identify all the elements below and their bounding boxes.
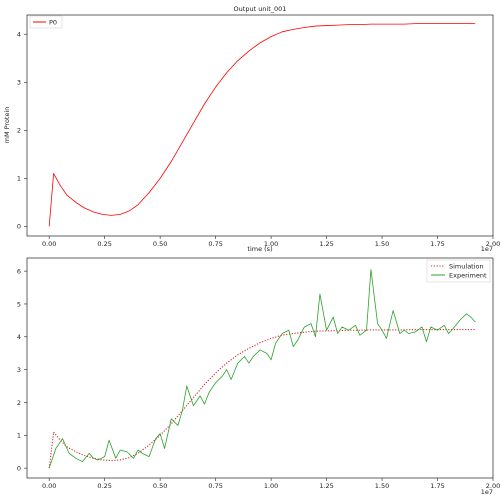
bottom-x-tick-label: 2.00 xyxy=(486,482,500,490)
bottom-axis-ticks: 0.00 0.25 0.50 0.75 1.00 1.25 1.50 1.75 2.00 0 1 2 3… xyxy=(17,267,500,490)
top-series-line-p0 xyxy=(48,23,476,227)
bottom-legend-label-simulation: Simulation xyxy=(449,263,484,271)
top-panel: Output unit_001 0.00 0.25 0.50 0.75 1.00 1.25… xyxy=(3,5,500,253)
bottom-y-tick-label: 0 xyxy=(17,464,21,472)
top-axis-ticks: 0.00 0.25 0.50 0.75 1.00 1.25 1.50 1.75 2.00 0 1 2 3… xyxy=(17,31,500,248)
bottom-series-lines xyxy=(48,269,476,469)
top-y-tick-label: 3 xyxy=(17,79,21,87)
bottom-plot-frame xyxy=(26,257,494,479)
top-x-tick-label: 1.50 xyxy=(375,240,389,248)
bottom-y-tick-label: 2 xyxy=(17,399,21,407)
bottom-x-tick-label: 0.50 xyxy=(153,482,167,490)
bottom-y-tick-label: 4 xyxy=(17,333,21,341)
top-x-tick-label: 1.75 xyxy=(430,240,444,248)
top-y-tick-label: 1 xyxy=(17,175,21,183)
top-y-tick-label: 2 xyxy=(17,127,21,135)
bottom-y-tick-label: 5 xyxy=(17,300,21,308)
bottom-y-tick-label: 3 xyxy=(17,366,21,374)
top-legend-label-p0: P0 xyxy=(49,19,57,27)
bottom-x-tick-label: 0.75 xyxy=(208,482,222,490)
bottom-x-tick-label: 0.00 xyxy=(42,482,56,490)
bottom-legend: Simulation Experiment xyxy=(426,259,491,283)
top-x-tick-label: 0.75 xyxy=(208,240,222,248)
top-x-tick-label: 0.00 xyxy=(42,240,56,248)
bottom-legend-label-experiment: Experiment xyxy=(449,272,487,280)
top-x-tick-label: 0.25 xyxy=(97,240,111,248)
top-x-tick-label: 0.50 xyxy=(153,240,167,248)
bottom-panel: 0.00 0.25 0.50 0.75 1.00 1.25 1.50 1.75 2.00 0 1 2 3… xyxy=(17,257,500,496)
top-series-lines xyxy=(48,23,476,227)
bottom-series-line-experiment xyxy=(48,269,476,469)
top-x-tick-label: 1.00 xyxy=(264,240,278,248)
top-legend: P0 xyxy=(29,15,63,29)
bottom-x-tick-label: 0.25 xyxy=(97,482,111,490)
bottom-x-tick-label: 1.50 xyxy=(375,482,389,490)
top-x-tick-label: 1.25 xyxy=(319,240,333,248)
top-x-tick-label: 2.00 xyxy=(486,240,500,248)
top-y-tick-label: 0 xyxy=(17,223,21,231)
top-y-tick-label: 4 xyxy=(17,31,21,39)
top-chart-title: Output unit_001 xyxy=(234,5,287,13)
top-y-axis-label: mM Protein xyxy=(3,107,11,144)
top-x-axis-label: time (s) xyxy=(247,245,272,253)
top-plot-frame xyxy=(26,14,494,237)
bottom-y-tick-label: 1 xyxy=(17,432,21,440)
bottom-x-tick-label: 1.00 xyxy=(264,482,278,490)
top-x-offset-label: 1e7 xyxy=(481,245,493,253)
bottom-x-tick-label: 1.25 xyxy=(319,482,333,490)
bottom-y-tick-label: 6 xyxy=(17,267,21,275)
bottom-x-offset-label: 1e7 xyxy=(481,488,493,496)
bottom-x-tick-label: 1.75 xyxy=(430,482,444,490)
bottom-series-line-simulation xyxy=(48,329,476,469)
